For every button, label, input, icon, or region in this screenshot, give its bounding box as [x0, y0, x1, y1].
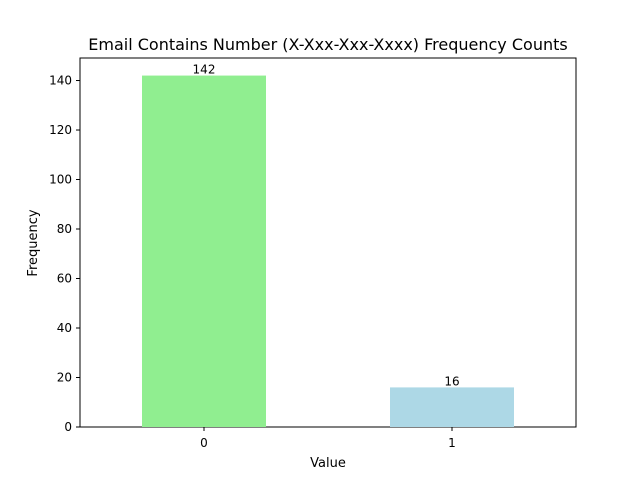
data-labels-group: 142 16: [193, 63, 460, 389]
x-axis-label: Value: [310, 456, 346, 471]
y-tick-label-40: 40: [57, 321, 72, 335]
chart-title: Email Contains Number (X-Xxx-Xxx-Xxxx) F…: [88, 35, 567, 54]
x-tick-label-1: 1: [448, 436, 456, 450]
y-axis-label: Frequency: [26, 209, 41, 276]
y-tick-label-60: 60: [57, 272, 72, 286]
bars-group: [142, 75, 514, 428]
y-tick-label-140: 140: [49, 74, 72, 88]
plot-area: 142 16: [79, 57, 577, 428]
y-tick-label-0: 0: [64, 420, 72, 434]
y-tick-label-80: 80: [57, 222, 72, 236]
bar-1: [390, 387, 514, 427]
bar-0: [142, 75, 266, 428]
y-tick-label-120: 120: [49, 123, 72, 137]
y-axis: 0 20 40 60 80 100 120 140: [49, 74, 80, 434]
data-label-1: 16: [444, 374, 459, 388]
y-tick-label-20: 20: [57, 371, 72, 385]
data-label-0: 142: [193, 63, 216, 77]
x-tick-label-0: 0: [200, 436, 208, 450]
y-tick-label-100: 100: [49, 173, 72, 187]
